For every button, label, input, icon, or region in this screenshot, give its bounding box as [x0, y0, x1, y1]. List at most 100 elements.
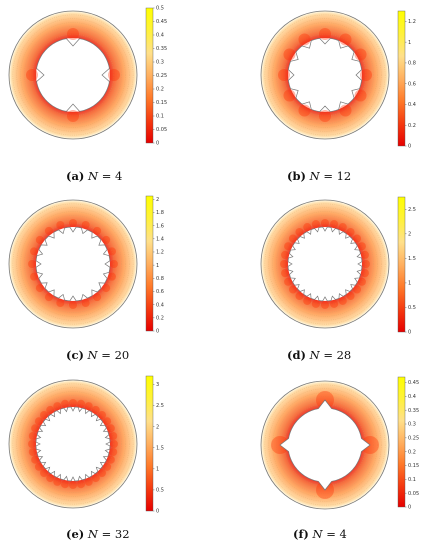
hot-spot	[93, 226, 102, 235]
colorbar-tick-label: 0.5	[408, 305, 416, 311]
caption-b: (b) N = 12	[287, 169, 351, 183]
hot-spot	[35, 284, 44, 293]
hot-spot	[360, 69, 372, 81]
hot-spot	[97, 411, 106, 420]
colorbar-tick-label: 0.4	[408, 102, 416, 108]
colorbar-tick-label: 0.8	[408, 61, 416, 67]
panel-e: 3 2.5 2 1.5 1 0.5 0	[8, 375, 164, 515]
contour-ring	[268, 207, 382, 321]
hot-spot	[107, 247, 116, 256]
toothed-inner-boundary	[35, 406, 111, 482]
toothed-inner-boundary	[287, 226, 363, 302]
colorbar-tick-label: 0	[408, 505, 411, 511]
colorbar-tick-label: 0	[156, 141, 159, 147]
hot-spot	[339, 33, 352, 46]
colorbar-tick-label: 0.6	[408, 81, 416, 87]
hot-spot	[40, 468, 49, 477]
colorbar-tick-label: 0.15	[408, 463, 419, 469]
colorbar-tick-label: 1.5	[156, 445, 164, 451]
contour-ring	[16, 207, 130, 321]
hot-spot	[295, 227, 304, 236]
hot-spot	[28, 440, 36, 448]
hot-spot	[46, 474, 55, 483]
toothed-inner-boundary	[35, 226, 111, 302]
toothed-inner-boundary	[288, 38, 362, 112]
hot-spot	[283, 48, 296, 61]
colorbar-tick-label: 0	[156, 509, 159, 515]
contour-ring	[31, 222, 115, 306]
contour-ring	[28, 399, 118, 489]
caption-a-var: N	[88, 169, 99, 183]
contour-ring	[280, 30, 370, 120]
contour-ring	[272, 392, 378, 498]
outer-boundary	[260, 10, 390, 140]
colorbar-tick-label: 0.15	[156, 100, 167, 106]
caption-b-var: N	[309, 169, 320, 183]
hot-spot	[77, 480, 85, 489]
colorbar-tick-label: 1.4	[156, 237, 164, 243]
hot-spot	[40, 411, 49, 420]
colorbar-tick-label: 0.5	[156, 488, 164, 494]
colorbar-tick-label: 0.2	[156, 87, 164, 93]
hot-spot	[30, 272, 39, 281]
contour-ring	[264, 384, 386, 506]
hot-spot	[354, 48, 367, 61]
contour-ring	[12, 14, 134, 136]
contour-ring	[283, 33, 367, 117]
hot-spot	[311, 220, 320, 229]
contour-ring	[272, 22, 378, 128]
colorbar-tick-label: 1	[408, 40, 411, 46]
hot-spot	[31, 455, 40, 464]
caption-f-eq: =	[326, 527, 336, 541]
colorbar-tick-label: 0	[156, 329, 159, 335]
hot-spot	[319, 110, 331, 122]
hot-spot	[106, 455, 115, 464]
colorbar-tick-label: 3	[156, 382, 159, 388]
toothed-inner-boundary	[279, 399, 371, 491]
contour-ring	[280, 219, 370, 309]
hot-spot	[44, 293, 53, 302]
hot-spot	[46, 405, 55, 414]
hot-spot	[26, 69, 38, 81]
hot-spot	[34, 417, 43, 426]
panel-d: 2.5 2 1.5 1 0.5 0	[260, 196, 416, 336]
hot-spot	[338, 223, 347, 232]
hot-spot	[288, 285, 297, 294]
colorbar-tick-label: 0.4	[156, 33, 164, 39]
colorbar-tick-label: 0.4	[408, 394, 416, 400]
colorbar-tick-label: 0.2	[156, 316, 164, 322]
caption-b-tag: (b)	[287, 169, 306, 183]
caption-b-num: 12	[336, 169, 352, 183]
colorbar	[397, 196, 406, 333]
caption-e: (e) N = 32	[66, 527, 130, 541]
contour-ring	[268, 18, 382, 132]
hot-spot	[81, 298, 90, 307]
panel-b: 1.2 1 0.8 0.6 0.4 0.2 0	[260, 10, 416, 150]
hot-spot	[288, 234, 297, 243]
hot-spot	[338, 296, 347, 305]
caption-a: (a) N = 4	[66, 169, 122, 183]
hot-spot	[109, 448, 118, 456]
hot-spot	[295, 292, 304, 301]
caption-c-var: N	[87, 348, 98, 362]
hot-spot	[91, 405, 100, 414]
caption-e-num: 32	[114, 527, 130, 541]
hot-spot	[281, 250, 290, 259]
hot-spot	[360, 269, 369, 278]
colorbar-tick-label: 0.1	[408, 477, 416, 483]
hot-spot	[69, 399, 77, 407]
caption-e-tag: (e)	[66, 527, 85, 541]
hot-spot	[93, 293, 102, 302]
hot-spot	[353, 234, 362, 243]
hot-spot	[28, 448, 37, 456]
hot-spot	[346, 292, 355, 301]
panel-c: 2 1.8 1.6 1.4 1.2 1 0.8 0.6 0.4 0.2 0	[8, 195, 164, 335]
hot-spot	[34, 462, 43, 471]
hot-spot	[281, 269, 290, 278]
hot-spot	[346, 227, 355, 236]
contour-ring	[31, 33, 115, 117]
caption-a-num: 4	[115, 169, 123, 183]
colorbar-tick-label: 2	[408, 232, 411, 238]
colorbar-tick-label: 1	[156, 467, 159, 473]
